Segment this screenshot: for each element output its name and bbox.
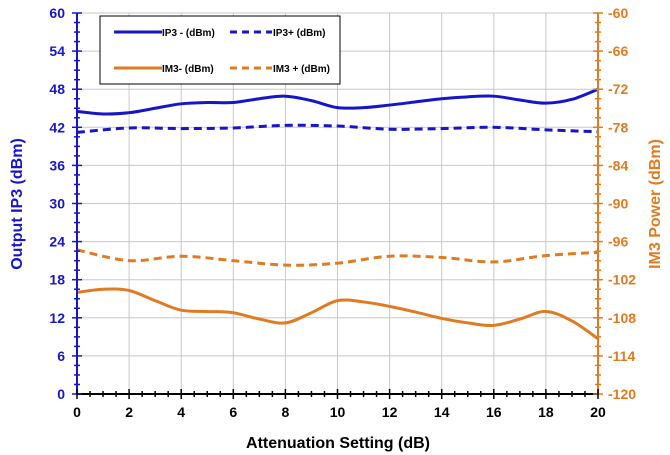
y-left-tick-label: 36: [49, 157, 65, 173]
legend-label-ip3-plus: IP3+ (dBm): [273, 28, 326, 39]
y-right-tick-label: -72: [608, 81, 628, 97]
y-axis-title-left: Output IP3 (dBm): [9, 138, 26, 270]
y-axis-title-right: IM3 Power (dBm): [647, 139, 664, 269]
y-right-tick-label: -78: [608, 119, 628, 135]
y-left-tick-label: 60: [49, 5, 65, 21]
series-line-ip3-minus: [76, 87, 599, 116]
x-tick-label: 6: [229, 404, 237, 420]
series-line-ip3-plus: [76, 123, 599, 134]
y-left-tick-label: 0: [57, 386, 65, 402]
legend-label-ip3-minus: IP3 - (dBm): [162, 28, 215, 39]
y-left-tick-label: 30: [49, 196, 65, 212]
x-tick-label: 4: [177, 404, 185, 420]
x-tick-label: 8: [282, 404, 290, 420]
x-tick-label: 10: [330, 404, 346, 420]
y-right-tick-label: -102: [608, 272, 636, 288]
y-left-tick-label: 18: [49, 272, 65, 288]
y-right-tick-label: -120: [608, 386, 636, 402]
y-left-tick-label: 6: [57, 348, 65, 364]
y-left-tick-label: 24: [49, 234, 65, 250]
x-tick-label: 18: [538, 404, 554, 420]
series-line-im3-plus: [76, 248, 599, 267]
x-tick-label: 16: [486, 404, 502, 420]
x-tick-label: 20: [590, 404, 606, 420]
tick-labels: 0 2 4 6 8 10 12 14 16 18 2006121824303642485460-12…: [49, 5, 636, 420]
y-right-tick-label: -96: [608, 234, 628, 250]
legend-label-im3-plus: IM3 + (dBm): [273, 64, 330, 75]
y-left-tick-label: 48: [49, 81, 65, 97]
y-right-tick-label: -60: [608, 5, 628, 21]
y-right-tick-label: -108: [608, 310, 636, 326]
axes: [72, 12, 603, 399]
x-tick-label: 12: [382, 404, 398, 420]
y-left-tick-label: 54: [49, 43, 65, 59]
y-left-tick-label: 12: [49, 310, 65, 326]
y-right-tick-label: -84: [608, 157, 628, 173]
x-tick-label: 14: [434, 404, 450, 420]
x-tick-label: 0: [73, 404, 81, 420]
y-right-tick-label: -66: [608, 43, 628, 59]
series-layer: [76, 87, 599, 340]
legend-label-im3-minus: IM3- (dBm): [162, 64, 214, 75]
y-right-tick-label: -114: [608, 348, 635, 364]
x-axis-title: Attenuation Setting (dB): [246, 435, 430, 452]
y-right-tick-label: -90: [608, 196, 628, 212]
series-line-im3-minus: [76, 287, 599, 340]
x-tick-label: 2: [125, 404, 133, 420]
legend: IP3 - (dBm) IP3+ (dBm) IM3- (dBm) IM3 + …: [99, 15, 341, 85]
y-left-tick-label: 42: [49, 119, 65, 135]
legend-box: [99, 15, 341, 85]
